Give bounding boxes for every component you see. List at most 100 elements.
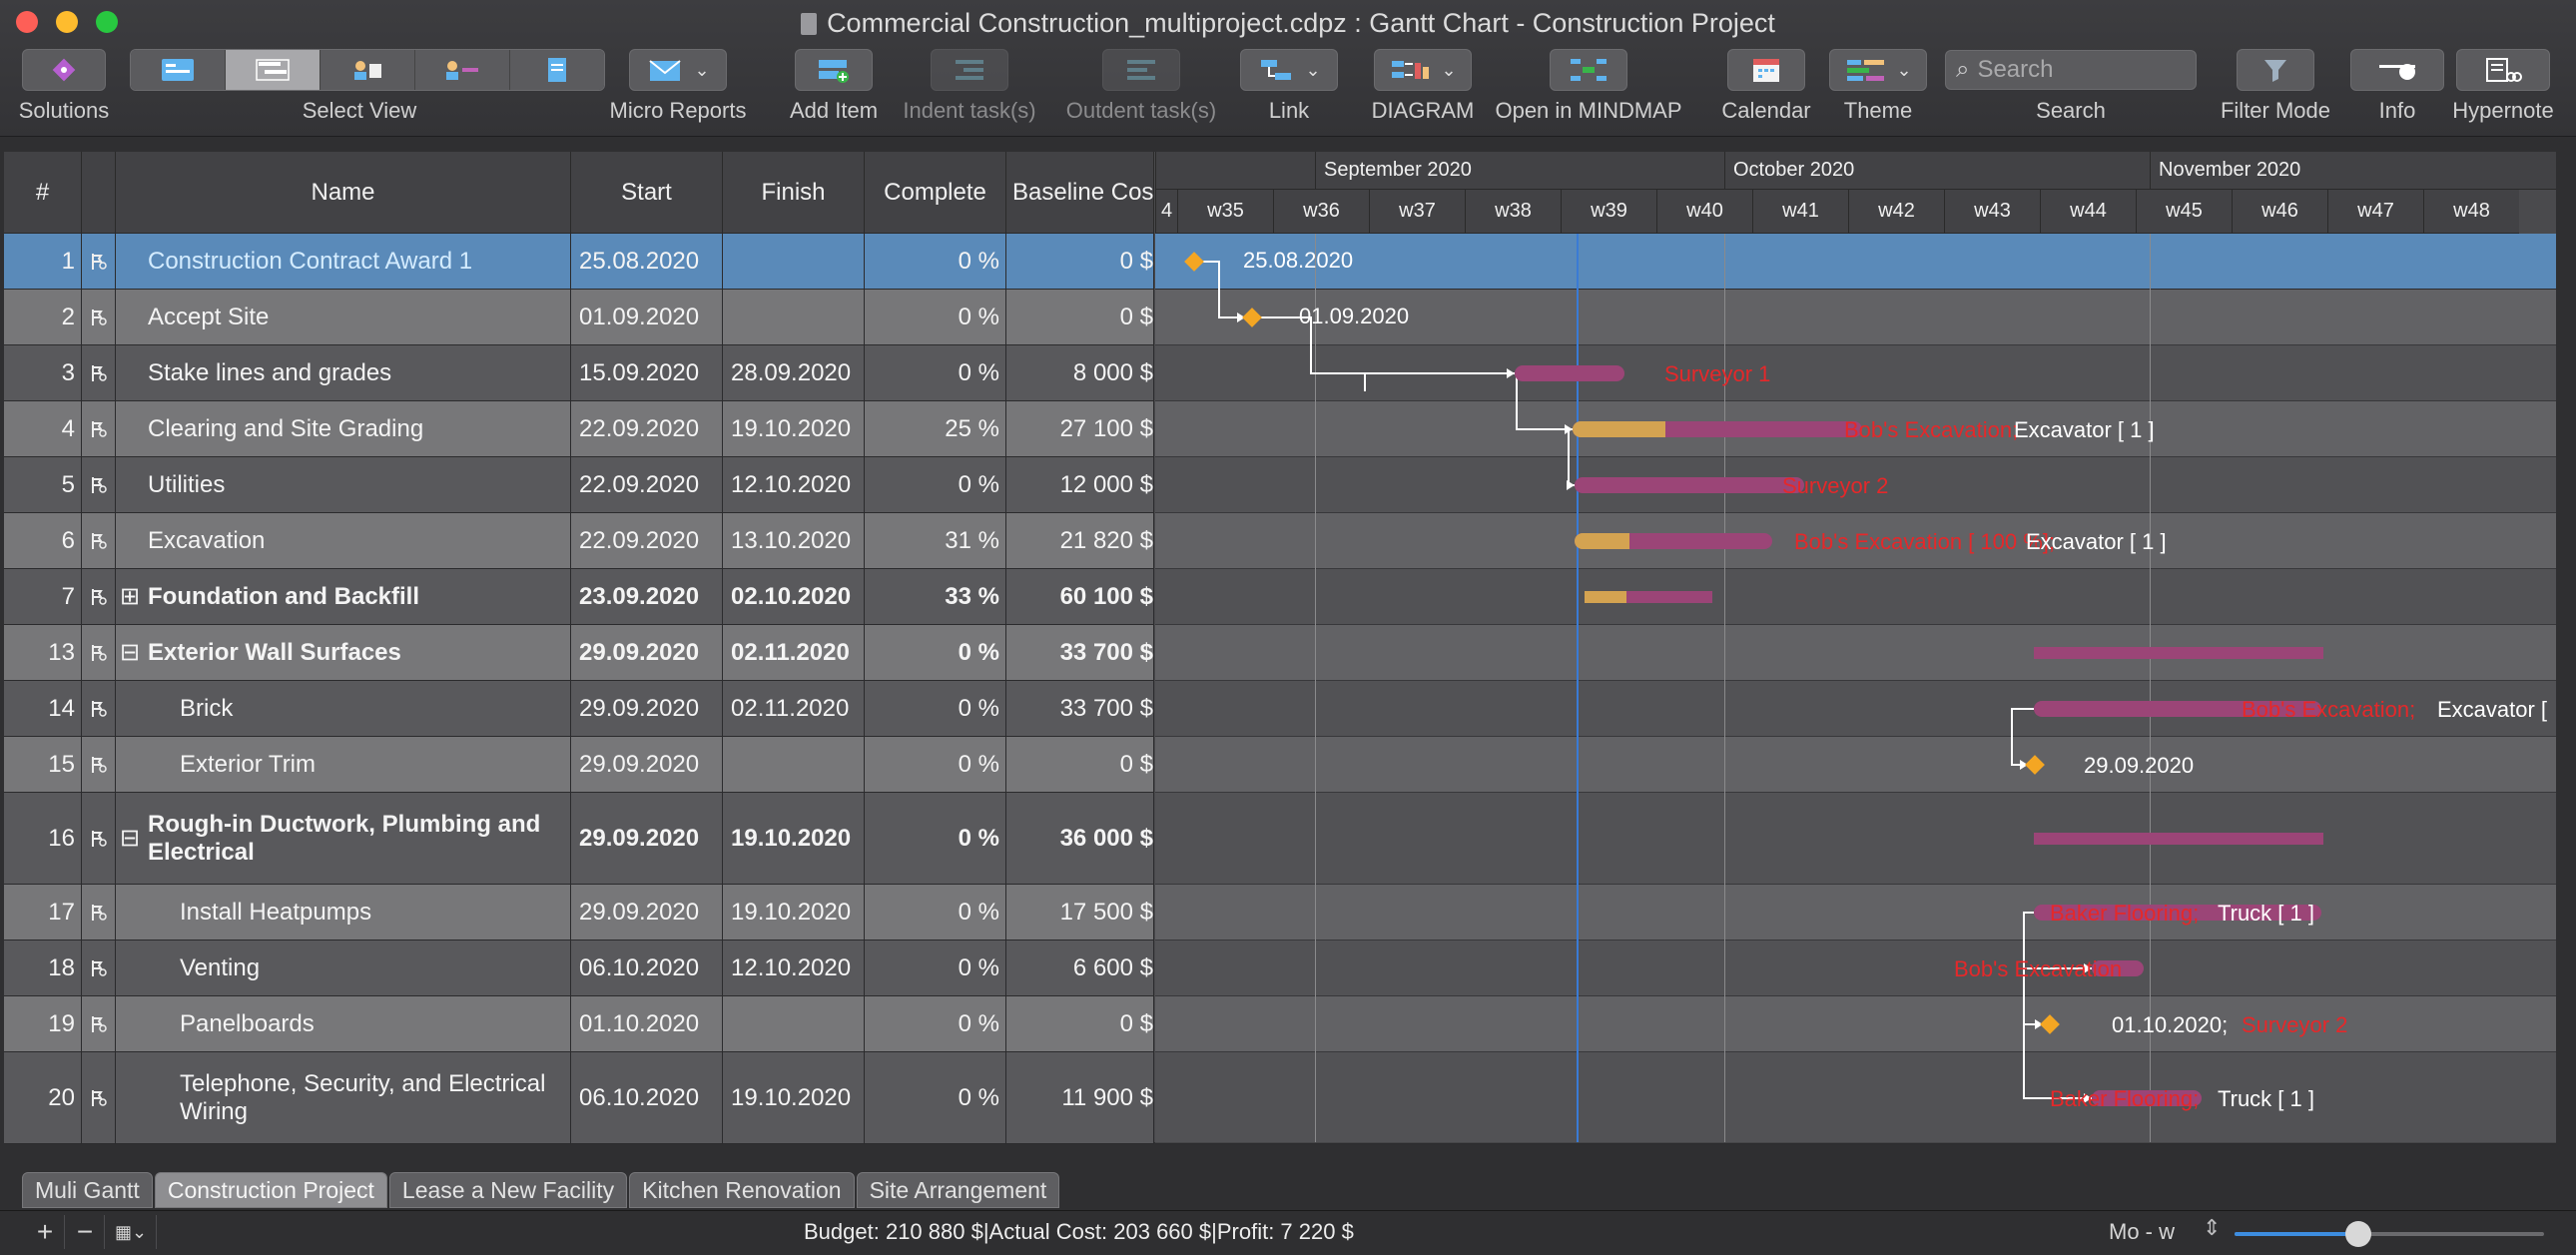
zoom-slider-knob[interactable] xyxy=(2345,1221,2371,1247)
zoom-window-button[interactable] xyxy=(96,11,118,33)
task-type-icon[interactable] xyxy=(82,737,116,792)
task-type-icon[interactable] xyxy=(82,996,116,1051)
solutions-button[interactable] xyxy=(22,49,106,91)
finish-date-cell[interactable]: 12.10.2020 xyxy=(723,941,865,995)
finish-date-cell[interactable]: 13.10.2020 xyxy=(723,513,865,568)
task-name-cell[interactable]: Utilities xyxy=(116,457,571,512)
complete-cell[interactable]: 0 % xyxy=(865,941,1006,995)
complete-cell[interactable]: 0 % xyxy=(865,345,1006,400)
task-name-cell[interactable]: ⊞ Foundation and Backfill xyxy=(116,569,571,624)
expand-icon[interactable]: ⊞ xyxy=(120,582,141,610)
project-options-button[interactable]: ▦⌄ xyxy=(106,1215,157,1249)
task-name-cell[interactable]: ⊟ Exterior Wall Surfaces xyxy=(116,625,571,680)
view-gantt-button[interactable] xyxy=(226,50,321,90)
task-type-icon[interactable] xyxy=(82,290,116,344)
tab-site-arrangement[interactable]: Site Arrangement xyxy=(856,1172,1060,1208)
task-type-icon[interactable] xyxy=(82,625,116,680)
tab-lease-new-facility[interactable]: Lease a New Facility xyxy=(388,1172,628,1208)
start-date-cell[interactable]: 22.09.2020 xyxy=(571,457,723,512)
complete-cell[interactable]: 31 % xyxy=(865,513,1006,568)
task-type-icon[interactable] xyxy=(82,681,116,736)
zoom-slider[interactable] xyxy=(2235,1221,2544,1247)
task-type-icon[interactable] xyxy=(82,569,116,624)
finish-date-cell[interactable]: 02.11.2020 xyxy=(723,625,865,680)
complete-cell[interactable]: 33 % xyxy=(865,569,1006,624)
start-date-cell[interactable]: 01.09.2020 xyxy=(571,290,723,344)
remove-project-button[interactable]: − xyxy=(66,1215,105,1249)
start-date-cell[interactable]: 06.10.2020 xyxy=(571,1052,723,1143)
task-name-cell[interactable]: Panelboards xyxy=(116,996,571,1051)
column-header-num[interactable]: # xyxy=(4,152,82,234)
finish-date-cell[interactable]: 28.09.2020 xyxy=(723,345,865,400)
calendar-button[interactable] xyxy=(1727,49,1805,91)
finish-date-cell[interactable] xyxy=(723,290,865,344)
start-date-cell[interactable]: 06.10.2020 xyxy=(571,941,723,995)
baseline-cost-cell[interactable]: 21 820 $ xyxy=(1006,513,1154,568)
view-resources-button[interactable] xyxy=(321,50,415,90)
column-header-finish[interactable]: Finish xyxy=(723,152,865,234)
baseline-cost-cell[interactable]: 60 100 $ xyxy=(1006,569,1154,624)
baseline-cost-cell[interactable]: 27 100 $ xyxy=(1006,401,1154,456)
task-name-cell[interactable]: ⊟ Rough-in Ductwork, Plumbing and Electri… xyxy=(116,793,571,884)
task-name-cell[interactable]: Venting xyxy=(116,941,571,995)
baseline-cost-cell[interactable]: 11 900 $ xyxy=(1006,1052,1154,1143)
table-row[interactable]: 6 Excavation 22.09.2020 13.10.2020 31 % 21 82… xyxy=(4,513,1154,569)
complete-cell[interactable]: 0 % xyxy=(865,625,1006,680)
table-row[interactable]: 3 Stake lines and grades 15.09.2020 28.09.2… xyxy=(4,345,1154,401)
view-report-button[interactable] xyxy=(510,50,604,90)
finish-date-cell[interactable]: 02.10.2020 xyxy=(723,569,865,624)
start-date-cell[interactable]: 01.10.2020 xyxy=(571,996,723,1051)
task-progress-fill[interactable] xyxy=(1573,421,1665,437)
start-date-cell[interactable]: 22.09.2020 xyxy=(571,513,723,568)
complete-cell[interactable]: 0 % xyxy=(865,885,1006,940)
hypernote-button[interactable] xyxy=(2456,49,2550,91)
start-date-cell[interactable]: 29.09.2020 xyxy=(571,737,723,792)
start-date-cell[interactable]: 29.09.2020 xyxy=(571,793,723,884)
complete-cell[interactable]: 0 % xyxy=(865,290,1006,344)
baseline-cost-cell[interactable]: 0 $ xyxy=(1006,737,1154,792)
start-date-cell[interactable]: 22.09.2020 xyxy=(571,401,723,456)
task-type-icon[interactable] xyxy=(82,401,116,456)
complete-cell[interactable]: 0 % xyxy=(865,457,1006,512)
baseline-cost-cell[interactable]: 36 000 $ xyxy=(1006,793,1154,884)
indent-button[interactable] xyxy=(931,49,1008,91)
task-bar[interactable] xyxy=(2092,1090,2202,1106)
table-row[interactable]: 4 Clearing and Site Grading 22.09.2020 19.1… xyxy=(4,401,1154,457)
filter-mode-button[interactable] xyxy=(2237,49,2314,91)
table-row[interactable]: 5 Utilities 22.09.2020 12.10.2020 0 % 12 000 … xyxy=(4,457,1154,513)
gantt-chart-area[interactable]: September 2020 October 2020 November 202… xyxy=(1155,152,2556,1144)
complete-cell[interactable]: 0 % xyxy=(865,793,1006,884)
minimize-window-button[interactable] xyxy=(56,11,78,33)
column-header-name[interactable]: Name xyxy=(116,152,571,234)
info-button[interactable] xyxy=(2350,49,2444,91)
table-row[interactable]: 17 Install Heatpumps 29.09.2020 19.10.2020 0… xyxy=(4,885,1154,941)
task-progress-fill[interactable] xyxy=(1575,533,1629,549)
baseline-cost-cell[interactable]: 8 000 $ xyxy=(1006,345,1154,400)
task-type-icon[interactable] xyxy=(82,885,116,940)
task-name-cell[interactable]: Telephone, Security, and Electrical Wiri… xyxy=(116,1052,571,1143)
collapse-icon[interactable]: ⊟ xyxy=(120,824,141,852)
finish-date-cell[interactable]: 19.10.2020 xyxy=(723,401,865,456)
table-row[interactable]: 19 Panelboards 01.10.2020 0 % 0 $ xyxy=(4,996,1154,1052)
task-name-cell[interactable]: Install Heatpumps xyxy=(116,885,571,940)
task-name-cell[interactable]: Exterior Trim xyxy=(116,737,571,792)
task-name-cell[interactable]: Stake lines and grades xyxy=(116,345,571,400)
complete-cell[interactable]: 0 % xyxy=(865,737,1006,792)
baseline-cost-cell[interactable]: 33 700 $ xyxy=(1006,625,1154,680)
task-name-cell[interactable]: Accept Site xyxy=(116,290,571,344)
task-type-icon[interactable] xyxy=(82,513,116,568)
zoom-stepper-icon[interactable]: ⇕ xyxy=(2203,1215,2222,1240)
start-date-cell[interactable]: 25.08.2020 xyxy=(571,234,723,289)
task-name-cell[interactable]: Construction Contract Award 1 xyxy=(116,234,571,289)
close-window-button[interactable] xyxy=(16,11,38,33)
table-row[interactable]: 13 ⊟ Exterior Wall Surfaces 29.09.2020 02.11… xyxy=(4,625,1154,681)
finish-date-cell[interactable]: 12.10.2020 xyxy=(723,457,865,512)
task-bar[interactable] xyxy=(2034,701,2321,717)
finish-date-cell[interactable]: 19.10.2020 xyxy=(723,885,865,940)
table-row[interactable]: 2 Accept Site 01.09.2020 0 % 0 $ xyxy=(4,290,1154,345)
start-date-cell[interactable]: 15.09.2020 xyxy=(571,345,723,400)
table-row[interactable]: 18 Venting 06.10.2020 12.10.2020 0 % 6 600 $ xyxy=(4,941,1154,996)
finish-date-cell[interactable] xyxy=(723,996,865,1051)
start-date-cell[interactable]: 29.09.2020 xyxy=(571,681,723,736)
add-project-button[interactable]: + xyxy=(26,1215,65,1249)
